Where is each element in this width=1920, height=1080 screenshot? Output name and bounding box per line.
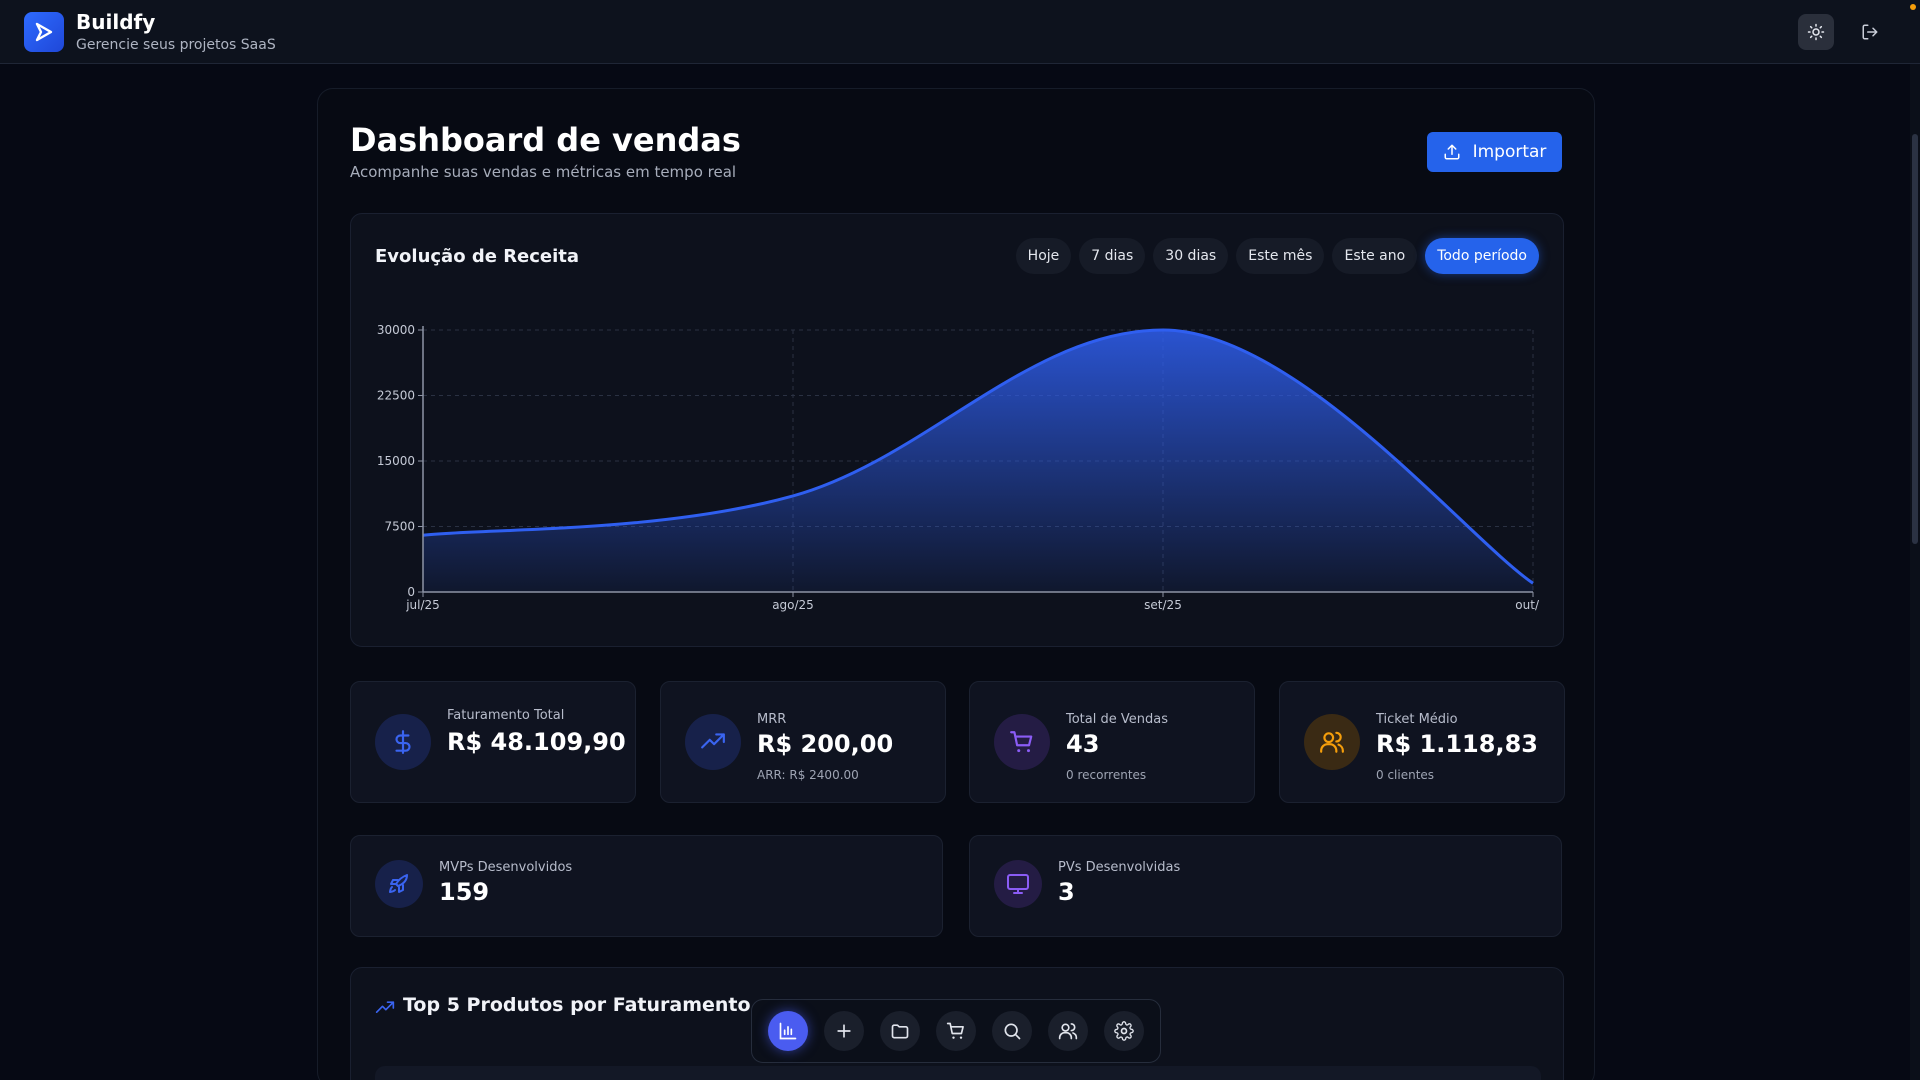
kpi-icon-wrap — [994, 860, 1042, 908]
y-tick-label: 7500 — [384, 520, 415, 534]
users-icon — [1058, 1023, 1078, 1040]
filter-30-dias[interactable]: 30 dias — [1153, 238, 1229, 274]
y-tick-label: 22500 — [377, 389, 415, 403]
chart-title: Evolução de Receita — [375, 246, 580, 267]
page-subtitle: Acompanhe suas vendas e métricas em temp… — [350, 163, 737, 181]
dollar-icon — [395, 730, 411, 754]
kpi-icon-wrap — [375, 714, 431, 770]
notification-dot — [1910, 4, 1916, 10]
import-label: Importar — [1472, 142, 1547, 162]
dock-sales-button[interactable] — [936, 1011, 976, 1051]
chart-icon — [779, 1022, 797, 1040]
kpi-icon-wrap — [994, 714, 1050, 770]
dock-dashboard-button[interactable] — [768, 1011, 808, 1051]
page-title: Dashboard de vendas — [350, 121, 741, 159]
revenue-chart-card: Evolução de Receita Hoje 7 dias 30 dias … — [350, 213, 1564, 647]
x-tick-label: jul/25 — [405, 598, 440, 612]
x-tick-label: out/ — [1515, 598, 1540, 612]
bottom-dock — [751, 999, 1161, 1063]
import-button[interactable]: Importar — [1427, 132, 1562, 172]
revenue-line — [422, 328, 1534, 585]
monitor-icon — [1007, 874, 1029, 894]
logout-button[interactable] — [1852, 14, 1888, 50]
kpi-mvps: MVPs Desenvolvidos 159 — [350, 835, 943, 937]
kpi-sub: 0 recorrentes — [1066, 768, 1147, 782]
kpi-icon-wrap — [685, 714, 741, 770]
y-tick-label: 15000 — [377, 454, 415, 468]
brand: Buildfy Gerencie seus projetos SaaS — [76, 10, 276, 54]
kpi-value: 43 — [1066, 730, 1100, 758]
dock-add-button[interactable] — [824, 1011, 864, 1051]
plus-icon — [837, 1024, 851, 1038]
kpi-ticket-medio: Ticket Médio R$ 1.118,83 0 clientes — [1279, 681, 1565, 803]
filter-7-dias[interactable]: 7 dias — [1079, 238, 1146, 274]
kpi-value: R$ 1.118,83 — [1376, 730, 1538, 758]
app-subtitle: Gerencie seus projetos SaaS — [76, 36, 276, 53]
kpi-sub: ARR: R$ 2400.00 — [757, 768, 859, 782]
play-logo-icon — [35, 22, 53, 41]
kpi-total-vendas: Total de Vendas 43 0 recorrentes — [969, 681, 1255, 803]
y-tick-label: 0 — [407, 585, 415, 599]
x-tick-label: set/25 — [1144, 598, 1182, 612]
cart-icon — [1010, 731, 1033, 753]
kpi-label: Total de Vendas — [1066, 712, 1168, 727]
dashboard-container: Dashboard de vendas Acompanhe suas venda… — [317, 88, 1595, 1080]
top-actions — [1798, 14, 1888, 50]
scrollbar[interactable] — [1910, 64, 1920, 1080]
kpi-label: PVs Desenvolvidas — [1058, 860, 1181, 875]
kpi-value: R$ 48.109,90 — [447, 728, 626, 756]
kpi-label: Faturamento Total — [447, 708, 565, 723]
upload-icon — [1444, 144, 1460, 160]
kpi-icon-wrap — [375, 860, 423, 908]
scrollbar-thumb[interactable] — [1912, 134, 1918, 544]
kpi-pvs: PVs Desenvolvidas 3 — [969, 835, 1562, 937]
gear-icon — [1114, 1021, 1134, 1041]
x-tick-label: ago/25 — [772, 598, 814, 612]
cart-icon — [946, 1022, 964, 1039]
y-tick-label: 30000 — [377, 323, 415, 337]
trending-up-icon — [701, 733, 725, 749]
dock-settings-button[interactable] — [1104, 1011, 1144, 1051]
search-icon — [1004, 1023, 1021, 1040]
app-name: Buildfy — [76, 9, 156, 34]
kpi-sub: 0 clientes — [1376, 768, 1435, 782]
logout-icon — [1862, 24, 1878, 40]
kpi-mrr: MRR R$ 200,00 ARR: R$ 2400.00 — [660, 681, 946, 803]
filter-este-ano[interactable]: Este ano — [1332, 238, 1418, 274]
dock-projects-button[interactable] — [880, 1011, 920, 1051]
trending-up-icon — [375, 1001, 395, 1013]
filter-todo-periodo[interactable]: Todo período — [1425, 238, 1539, 274]
theme-toggle-button[interactable] — [1798, 14, 1834, 50]
sun-icon — [1807, 23, 1825, 41]
kpi-label: Ticket Médio — [1376, 712, 1458, 727]
filter-hoje[interactable]: Hoje — [1015, 238, 1072, 274]
folder-icon — [891, 1024, 909, 1039]
kpi-label: MVPs Desenvolvidos — [439, 860, 573, 875]
kpi-value: 159 — [439, 878, 490, 906]
products-list — [375, 1066, 1541, 1080]
kpi-faturamento-total: Faturamento Total R$ 48.109,90 — [350, 681, 636, 803]
users-icon — [1320, 731, 1344, 753]
dock-clients-button[interactable] — [1048, 1011, 1088, 1051]
rocket-icon — [389, 874, 408, 893]
kpi-value: 3 — [1058, 878, 1075, 906]
dock-search-button[interactable] — [992, 1011, 1032, 1051]
revenue-area — [423, 330, 1533, 592]
kpi-icon-wrap — [1304, 714, 1360, 770]
kpi-value: R$ 200,00 — [757, 730, 894, 758]
products-title: Top 5 Produtos por Faturamento — [403, 994, 751, 1016]
top-bar: Buildfy Gerencie seus projetos SaaS — [0, 0, 1920, 64]
app-logo[interactable] — [24, 11, 64, 52]
kpi-label: MRR — [757, 712, 787, 727]
period-filters: Hoje 7 dias 30 dias Este mês Este ano To… — [1015, 238, 1539, 274]
filter-este-mes[interactable]: Este mês — [1236, 238, 1325, 274]
